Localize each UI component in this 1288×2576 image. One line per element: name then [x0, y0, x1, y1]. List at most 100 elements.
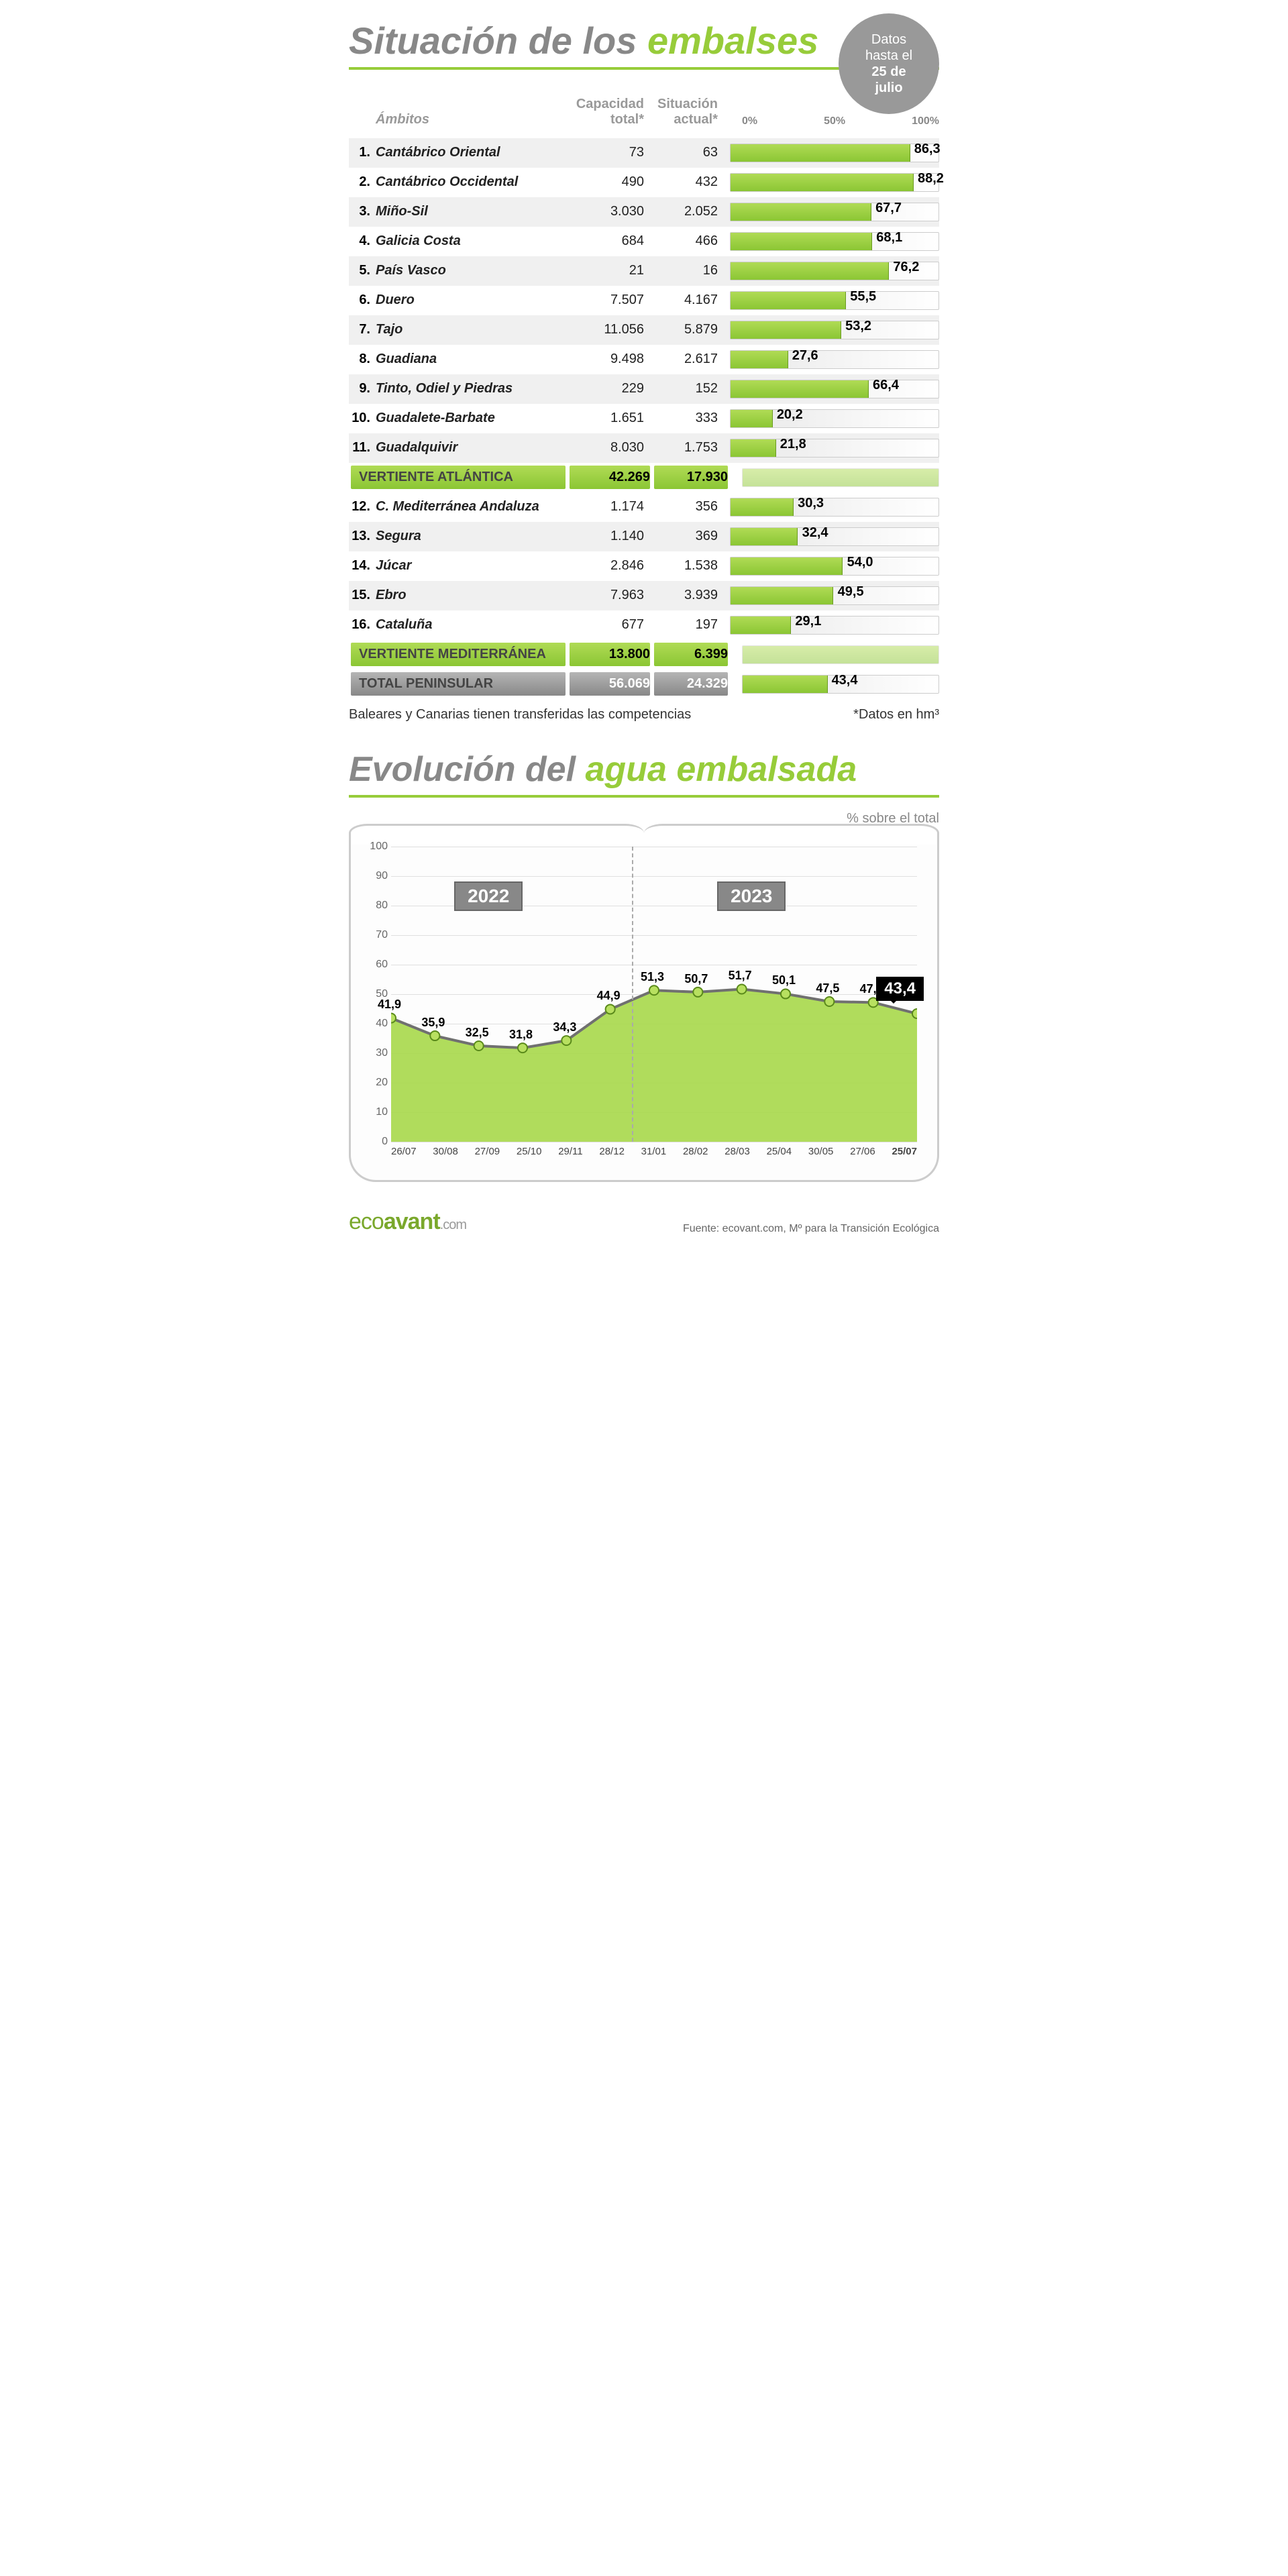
y-tick: 20	[361, 1077, 388, 1089]
year-divider	[632, 847, 633, 1142]
table-row: 10.Guadalete-Barbate1.65133320,2	[349, 404, 939, 433]
bar-track: 53,2	[730, 321, 939, 339]
x-tick: 31/01	[641, 1146, 667, 1157]
x-tick: 28/03	[724, 1146, 750, 1157]
bar-label: 67,7	[875, 201, 902, 216]
x-tick: 25/07	[892, 1146, 917, 1157]
x-axis-labels: 26/0730/0827/0925/1029/1128/1231/0128/02…	[391, 1146, 917, 1157]
header: Situación de los embalses Datos hasta el…	[349, 20, 939, 70]
bar-label: 30,3	[798, 496, 824, 511]
bar-track: 67,7	[730, 203, 939, 221]
bar-label: 21,8	[780, 437, 806, 452]
x-tick: 28/02	[683, 1146, 708, 1157]
bar-fill	[731, 321, 841, 339]
table-row: 5.País Vasco211676,2	[349, 256, 939, 286]
table-row: 3.Miño-Sil3.0302.05267,7	[349, 197, 939, 227]
final-value-badge: 43,4	[876, 977, 924, 1001]
bar-fill	[731, 587, 833, 604]
footnotes: Baleares y Canarias tienen transferidas …	[349, 707, 939, 722]
table-row: 16.Cataluña67719729,1	[349, 610, 939, 640]
bar-track: 68,1	[730, 232, 939, 251]
table-row: 7.Tajo11.0565.87953,2	[349, 315, 939, 345]
footnote-right: *Datos en hm³	[853, 707, 939, 722]
bar-fill	[731, 528, 798, 545]
point-label: 47,5	[816, 981, 839, 996]
bar-label: 27,6	[792, 348, 818, 364]
rows-mediterranean: 12.C. Mediterránea Andaluza1.17435630,31…	[349, 492, 939, 640]
bar-track: 32,4	[730, 527, 939, 546]
point-label: 35,9	[421, 1016, 445, 1030]
x-tick: 27/06	[850, 1146, 875, 1157]
year-badge-2023: 2023	[717, 881, 786, 911]
x-tick: 30/08	[433, 1146, 458, 1157]
bar-track: 27,6	[730, 350, 939, 369]
col-ambitos: Ámbitos	[376, 112, 564, 127]
bar-fill	[731, 498, 794, 516]
evolution-chart: 010203040506070809010041,935,932,531,834…	[349, 833, 939, 1182]
point-label: 50,1	[772, 973, 796, 987]
y-tick: 0	[361, 1136, 388, 1148]
bar-fill	[731, 410, 773, 427]
y-tick: 90	[361, 870, 388, 882]
bar-label: 32,4	[802, 525, 828, 541]
table-row: 13.Segura1.14036932,4	[349, 522, 939, 551]
summary-mediterranean: VERTIENTE MEDITERRÁNEA13.8006.399	[349, 640, 939, 669]
point-label: 31,8	[509, 1028, 533, 1042]
x-tick: 26/07	[391, 1146, 417, 1157]
x-tick: 25/10	[517, 1146, 542, 1157]
point-label: 50,7	[684, 972, 708, 986]
bar-label: 68,1	[876, 230, 902, 246]
title-accent: embalses	[647, 19, 818, 62]
col-actual: Situación actual*	[644, 97, 718, 127]
summary-atlantic: VERTIENTE ATLÁNTICA42.26917.930	[349, 463, 939, 492]
y-tick: 70	[361, 929, 388, 941]
bar-label: 53,2	[845, 319, 871, 334]
table-row: 11.Guadalquivir8.0301.75321,8	[349, 433, 939, 463]
bar-track: 21,8	[730, 439, 939, 458]
bar-track: 86,3	[730, 144, 939, 162]
table-row: 4.Galicia Costa68446668,1	[349, 227, 939, 256]
y-tick: 30	[361, 1047, 388, 1059]
table-row: 1.Cantábrico Oriental736386,3	[349, 138, 939, 168]
bar-fill	[731, 351, 788, 368]
bar-label: 88,2	[918, 171, 944, 186]
evolution-title: Evolución del agua embalsada	[349, 749, 939, 798]
point-label: 44,9	[597, 989, 621, 1003]
bar-fill	[731, 203, 871, 221]
y-tick: 40	[361, 1018, 388, 1030]
bar-label: 54,0	[847, 555, 873, 570]
point-label: 34,3	[553, 1020, 576, 1034]
point-label: 51,3	[641, 970, 664, 984]
bar-label: 49,5	[838, 584, 864, 600]
table-row: 6.Duero7.5074.16755,5	[349, 286, 939, 315]
scale-labels: 0% 50% 100%	[730, 115, 939, 127]
y-tick: 100	[361, 841, 388, 853]
bar-track: 30,3	[730, 498, 939, 517]
table-row: 8.Guadiana9.4982.61727,6	[349, 345, 939, 374]
date-badge: Datos hasta el 25 de julio	[839, 13, 939, 114]
bar-track: 49,5	[730, 586, 939, 605]
bar-fill	[731, 380, 869, 398]
source-text: Fuente: ecovant.com, Mº para la Transici…	[683, 1223, 939, 1235]
bar-track: 66,4	[730, 380, 939, 398]
table-row: 2.Cantábrico Occidental49043288,2	[349, 168, 939, 197]
footnote-left: Baleares y Canarias tienen transferidas …	[349, 707, 691, 722]
y-tick: 10	[361, 1106, 388, 1118]
bar-label: 55,5	[850, 289, 876, 305]
rows-atlantic: 1.Cantábrico Oriental736386,32.Cantábric…	[349, 138, 939, 463]
table-row: 9.Tinto, Odiel y Piedras22915266,4	[349, 374, 939, 404]
summary-row: VERTIENTE ATLÁNTICA42.26917.930	[349, 463, 939, 492]
y-tick: 80	[361, 900, 388, 912]
point-label: 41,9	[378, 998, 401, 1012]
bar-label: 66,4	[873, 378, 899, 393]
bar-fill	[731, 233, 872, 250]
bar-fill	[731, 262, 889, 280]
bar-track: 29,1	[730, 616, 939, 635]
bar-fill	[731, 292, 846, 309]
bar-label: 86,3	[914, 142, 941, 157]
bar-fill	[731, 616, 791, 634]
x-tick: 27/09	[475, 1146, 500, 1157]
bar-track: 88,2	[730, 173, 939, 192]
bar-fill	[731, 144, 910, 162]
table-row: 15.Ebro7.9633.93949,5	[349, 581, 939, 610]
